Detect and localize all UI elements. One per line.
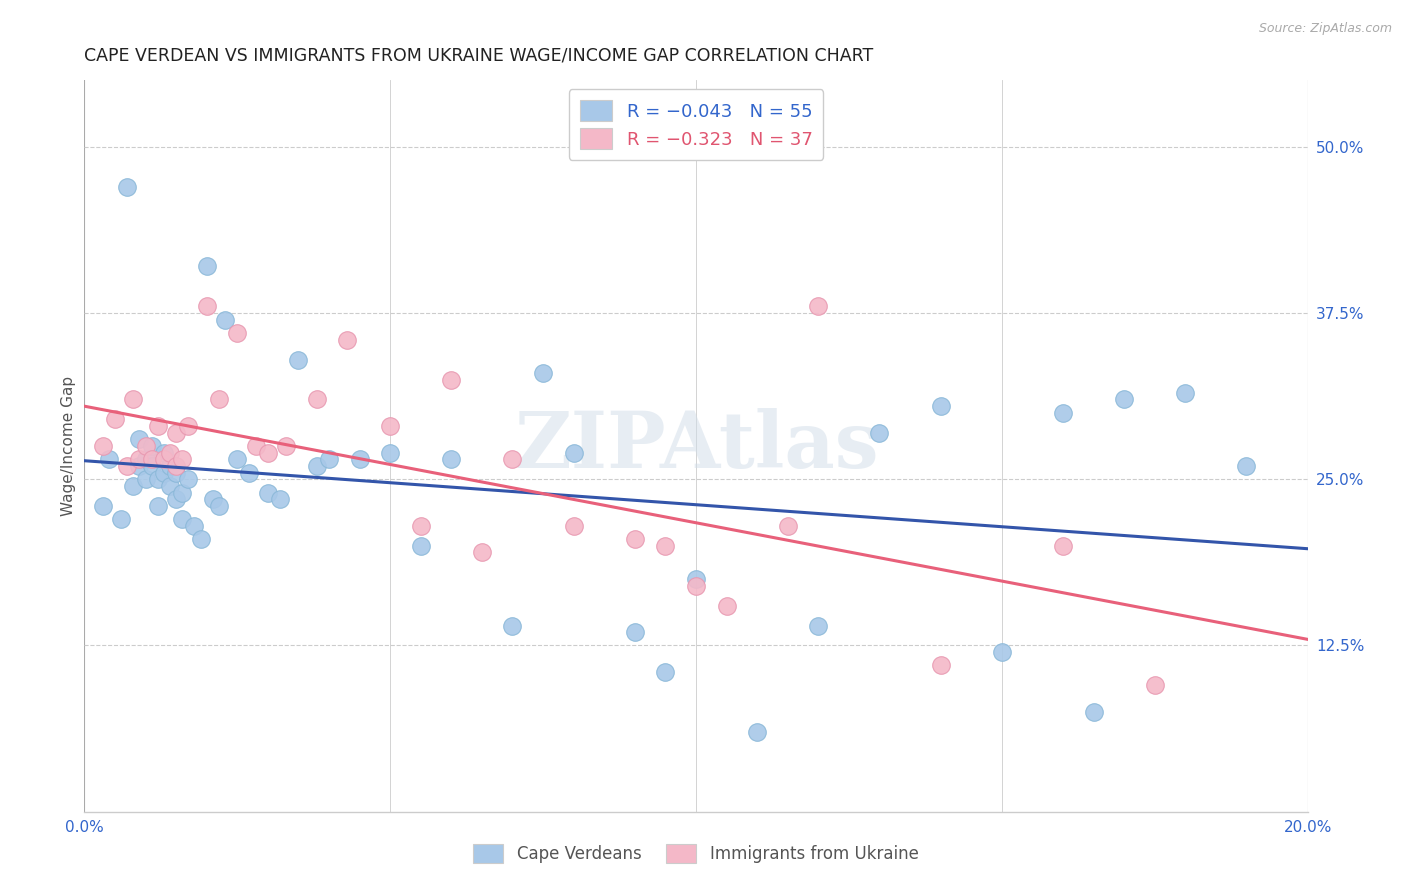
Point bbox=[128, 458, 150, 473]
Point bbox=[807, 299, 830, 313]
Point bbox=[257, 445, 280, 459]
Point bbox=[135, 439, 157, 453]
Point bbox=[122, 479, 145, 493]
Point bbox=[122, 392, 145, 407]
Point bbox=[135, 452, 157, 467]
Point bbox=[153, 452, 176, 467]
Point bbox=[214, 312, 236, 326]
Point bbox=[165, 466, 187, 480]
Point bbox=[807, 618, 830, 632]
Point bbox=[115, 179, 138, 194]
Point bbox=[226, 326, 249, 340]
Point bbox=[153, 445, 176, 459]
Point bbox=[531, 366, 554, 380]
Point bbox=[91, 439, 114, 453]
Point bbox=[305, 458, 328, 473]
Point bbox=[153, 466, 176, 480]
Point bbox=[172, 452, 194, 467]
Point bbox=[380, 445, 402, 459]
Point bbox=[195, 260, 218, 274]
Text: Source: ZipAtlas.com: Source: ZipAtlas.com bbox=[1258, 22, 1392, 36]
Point bbox=[135, 472, 157, 486]
Point bbox=[336, 333, 359, 347]
Point bbox=[104, 412, 127, 426]
Point bbox=[440, 372, 463, 386]
Point bbox=[269, 492, 291, 507]
Point bbox=[190, 532, 212, 546]
Point bbox=[146, 419, 169, 434]
Point bbox=[624, 532, 647, 546]
Point bbox=[502, 618, 524, 632]
Point bbox=[1052, 539, 1074, 553]
Point bbox=[287, 352, 309, 367]
Point bbox=[159, 479, 181, 493]
Point bbox=[141, 452, 163, 467]
Point bbox=[159, 458, 181, 473]
Point bbox=[1236, 458, 1258, 473]
Point bbox=[562, 445, 585, 459]
Point bbox=[195, 299, 218, 313]
Point bbox=[110, 512, 132, 526]
Point bbox=[183, 518, 205, 533]
Point bbox=[869, 425, 891, 440]
Point bbox=[502, 452, 524, 467]
Point bbox=[440, 452, 463, 467]
Point bbox=[1143, 678, 1166, 692]
Point bbox=[91, 499, 114, 513]
Point bbox=[159, 445, 181, 459]
Point bbox=[172, 512, 194, 526]
Point bbox=[318, 452, 340, 467]
Point bbox=[747, 725, 769, 739]
Point bbox=[128, 433, 150, 447]
Point bbox=[409, 518, 432, 533]
Point bbox=[146, 499, 169, 513]
Point bbox=[1114, 392, 1136, 407]
Point bbox=[562, 518, 585, 533]
Point bbox=[177, 419, 200, 434]
Point bbox=[654, 665, 676, 679]
Point bbox=[141, 439, 163, 453]
Point bbox=[276, 439, 298, 453]
Point bbox=[349, 452, 371, 467]
Point bbox=[141, 458, 163, 473]
Text: ZIPAtlas: ZIPAtlas bbox=[513, 408, 879, 484]
Point bbox=[654, 539, 676, 553]
Point bbox=[208, 392, 231, 407]
Point bbox=[1174, 385, 1197, 400]
Point bbox=[177, 472, 200, 486]
Point bbox=[929, 658, 952, 673]
Point bbox=[115, 458, 138, 473]
Text: CAPE VERDEAN VS IMMIGRANTS FROM UKRAINE WAGE/INCOME GAP CORRELATION CHART: CAPE VERDEAN VS IMMIGRANTS FROM UKRAINE … bbox=[84, 47, 873, 65]
Point bbox=[1083, 705, 1105, 719]
Point bbox=[929, 399, 952, 413]
Point bbox=[716, 599, 738, 613]
Point bbox=[1052, 406, 1074, 420]
Point bbox=[172, 485, 194, 500]
Point bbox=[305, 392, 328, 407]
Point bbox=[201, 492, 224, 507]
Point bbox=[208, 499, 231, 513]
Point bbox=[226, 452, 249, 467]
Point bbox=[409, 539, 432, 553]
Point bbox=[165, 458, 187, 473]
Point bbox=[471, 545, 494, 559]
Point bbox=[238, 466, 260, 480]
Point bbox=[165, 492, 187, 507]
Point bbox=[257, 485, 280, 500]
Point bbox=[624, 625, 647, 640]
Point bbox=[97, 452, 120, 467]
Y-axis label: Wage/Income Gap: Wage/Income Gap bbox=[60, 376, 76, 516]
Point bbox=[245, 439, 267, 453]
Point bbox=[128, 452, 150, 467]
Point bbox=[685, 579, 707, 593]
Point bbox=[685, 572, 707, 586]
Point bbox=[380, 419, 402, 434]
Point bbox=[991, 645, 1014, 659]
Point bbox=[776, 518, 799, 533]
Legend: Cape Verdeans, Immigrants from Ukraine: Cape Verdeans, Immigrants from Ukraine bbox=[464, 834, 928, 873]
Point bbox=[165, 425, 187, 440]
Point bbox=[146, 472, 169, 486]
